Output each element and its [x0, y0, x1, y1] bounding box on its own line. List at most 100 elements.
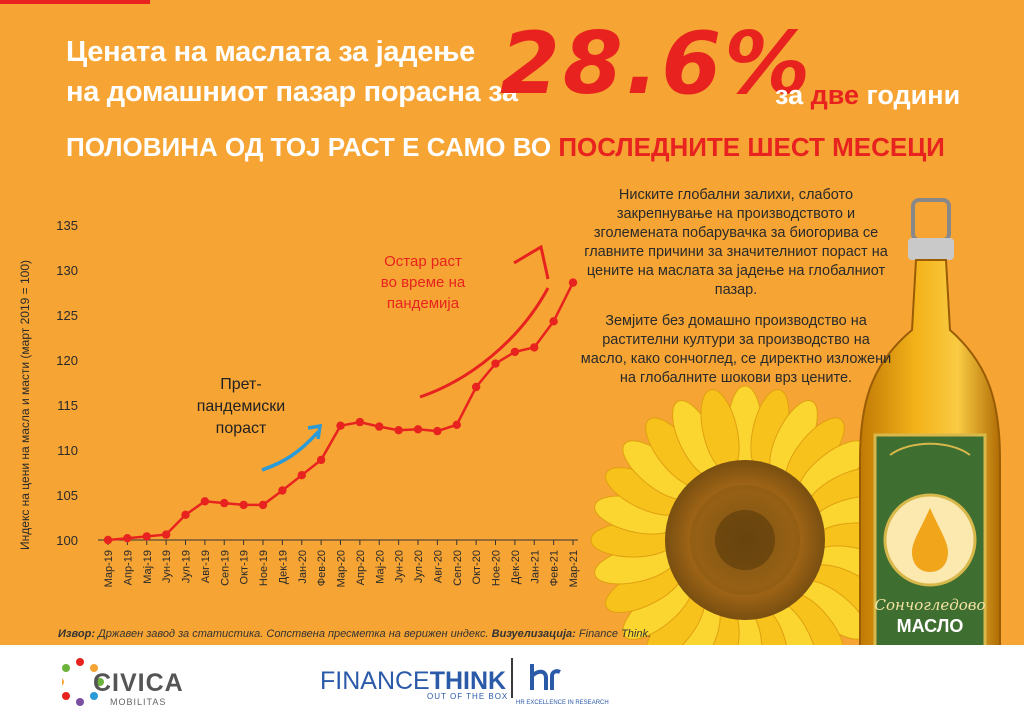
- headline-block: Цената на маслата за јадење на домашниот…: [0, 0, 1024, 170]
- x-tick-label: Јан-21: [529, 550, 541, 584]
- x-axis-ticks: Мар-19 Апр-19 Мај-19 Јун-19 Јул-19 Авг-19 Сеп-…: [103, 540, 580, 587]
- annotation-pre-pandemic: Прет- пандемиски пораст: [197, 376, 286, 437]
- explanation-paragraph-2: Земјите без домашно производство на раст…: [580, 313, 892, 386]
- annotation-pandemic-line-2: во време на: [381, 274, 466, 291]
- data-point: [103, 535, 113, 545]
- oil-bottle-icon: [859, 198, 1001, 711]
- headline-line-3-b: години: [859, 80, 961, 110]
- civica-subtitle: MOBILITAS: [110, 697, 167, 707]
- data-point: [530, 343, 539, 352]
- y-axis-ticks: 100 105 110 115 120 125 130 135: [56, 218, 78, 548]
- hr-excellence-caption: HR EXCELLENCE IN RESEARCH: [516, 700, 609, 706]
- headline-line-1: Цената на маслата за јадење: [66, 36, 475, 68]
- y-tick-label: 125: [56, 308, 78, 323]
- data-point: [258, 500, 268, 510]
- x-tick-label: Апр-19: [122, 550, 134, 585]
- x-tick-label: Јул-19: [181, 550, 193, 583]
- x-tick-label: Јан-20: [297, 550, 309, 584]
- bottle-label-line-1: Сончогледово: [874, 596, 985, 614]
- annotation-pandemic: Остар раст во време на пандемија: [381, 253, 466, 312]
- pre-pandemic-arrow: [261, 430, 320, 472]
- data-point: [394, 426, 403, 435]
- explanation-text: Ниските глобални залихи, слабото закрепн…: [578, 186, 894, 400]
- y-tick-label: 120: [56, 353, 78, 368]
- bottle-label-line-2: МАСЛО: [897, 616, 964, 636]
- footer-divider: [511, 658, 513, 698]
- x-tick-label: Мар-20: [336, 550, 348, 587]
- headline-big-percentage: 28.6%: [500, 14, 814, 114]
- x-tick-label: Мар-19: [103, 550, 115, 587]
- x-tick-label: Мар-21: [568, 550, 580, 587]
- x-tick-label: Дек-19: [277, 550, 289, 584]
- data-point: [142, 532, 151, 541]
- data-point: [278, 486, 287, 495]
- data-point: [549, 317, 558, 326]
- data-point: [491, 359, 500, 368]
- data-point: [336, 421, 345, 430]
- data-point: [181, 510, 190, 519]
- data-point: [375, 422, 384, 431]
- data-point: [413, 425, 423, 434]
- x-tick-label: Мај-19: [142, 550, 154, 584]
- annotation-pre-pandemic-line-3: пораст: [216, 420, 267, 437]
- price-index-chart: 100 105 110 115 120 125 130 135 Мар-19 Апр-19 Мај…: [18, 218, 580, 587]
- financethink-tagline: OUT OF THE BOX: [427, 692, 509, 701]
- data-point: [510, 347, 520, 357]
- x-tick-label: Дек-20: [510, 550, 522, 584]
- x-tick-label: Окт-20: [471, 550, 483, 584]
- x-tick-label: Ное-19: [258, 550, 270, 586]
- y-tick-label: 110: [57, 443, 78, 458]
- y-axis-label: Индекс на цени на масла и масти (март 20…: [18, 260, 32, 550]
- top-accent-bar: [0, 0, 150, 4]
- civica-logo-icon: [62, 658, 104, 706]
- subheadline: ПОЛОВИНА ОД ТОЈ РАСТ Е САМО ВО ПОСЛЕДНИТ…: [66, 132, 945, 163]
- x-tick-label: Сеп-20: [452, 550, 464, 586]
- data-point: [568, 278, 578, 287]
- series-line: [107, 282, 575, 542]
- source-text: Државен завод за статистика. Сопствена п…: [95, 628, 492, 640]
- sunflower-and-bottle-illustration: Сончогледово МАСЛО: [590, 198, 1001, 711]
- data-point: [355, 417, 365, 427]
- x-tick-label: Фев-21: [549, 550, 561, 586]
- headline-line-2: на домашниот пазар порасна за: [66, 76, 518, 108]
- data-point: [200, 497, 210, 506]
- financethink-wordmark: FINANCETHINK: [320, 667, 506, 696]
- x-tick-label: Сеп-19: [219, 550, 231, 586]
- financethink-b: THINK: [429, 667, 507, 695]
- series-points: [103, 278, 578, 545]
- data-point: [123, 534, 132, 543]
- y-tick-label: 100: [56, 533, 78, 548]
- data-point: [239, 500, 248, 510]
- x-tick-label: Јул-20: [413, 550, 425, 583]
- explanation-paragraph-1: Ниските глобални залихи, слабото закрепн…: [584, 187, 888, 298]
- subheadline-a: ПОЛОВИНА ОД ТОЈ РАСТ Е САМО ВО: [66, 132, 559, 162]
- annotation-pandemic-line-1: Остар раст: [384, 253, 462, 270]
- data-point: [316, 455, 326, 465]
- x-tick-label: Окт-19: [239, 550, 251, 584]
- source-note: Извор: Државен завод за статистика. Сопс…: [58, 628, 651, 640]
- annotation-pre-pandemic-line-1: Прет-: [220, 376, 261, 393]
- x-tick-label: Авг-19: [200, 550, 212, 583]
- pandemic-arrow: [419, 287, 550, 399]
- x-tick-label: Јун-20: [394, 550, 406, 583]
- hr-excellence-logo-icon: [530, 664, 561, 690]
- y-tick-label: 115: [57, 398, 78, 413]
- subheadline-red: ПОСЛЕДНИТЕ ШЕСТ МЕСЕЦИ: [558, 132, 945, 162]
- headline-line-3-a: за: [775, 80, 811, 110]
- x-tick-label: Мај-20: [374, 550, 386, 584]
- data-point: [161, 530, 171, 539]
- y-tick-label: 135: [56, 218, 78, 233]
- x-tick-label: Фев-20: [316, 550, 328, 586]
- civica-wordmark: CIVICA: [93, 669, 184, 697]
- financethink-a: FINANCE: [320, 667, 430, 695]
- x-tick-label: Апр-20: [355, 550, 367, 585]
- viz-prefix: Визуелизација:: [491, 628, 576, 640]
- data-point: [220, 498, 229, 508]
- y-tick-label: 105: [56, 488, 78, 503]
- viz-text: Finance Think.: [575, 628, 652, 640]
- annotation-pandemic-line-3: пандемија: [387, 295, 460, 312]
- data-point: [452, 420, 461, 429]
- data-point: [433, 426, 442, 436]
- annotation-pre-pandemic-line-2: пандемиски: [197, 398, 286, 415]
- data-point: [297, 471, 306, 480]
